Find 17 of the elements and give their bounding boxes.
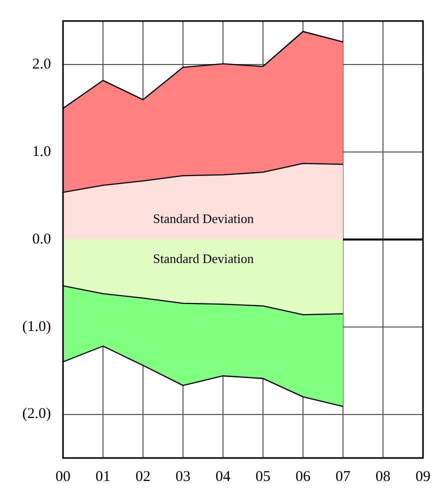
y-tick-label: (1.0) bbox=[22, 318, 51, 335]
y-tick-label: 1.0 bbox=[32, 144, 51, 160]
x-tick-label: 05 bbox=[256, 468, 270, 485]
x-tick-label: 07 bbox=[336, 468, 351, 485]
y-tick-label: 2.0 bbox=[32, 56, 51, 73]
x-tick-label: 06 bbox=[296, 468, 311, 485]
x-tick-label: 09 bbox=[416, 468, 430, 485]
annotation: Standard Deviation bbox=[153, 250, 254, 266]
y-tick-label: (2.0) bbox=[22, 406, 51, 422]
x-tick-label: 03 bbox=[176, 468, 190, 485]
x-tick-label: 04 bbox=[216, 468, 231, 485]
x-tick-label: 02 bbox=[136, 468, 150, 485]
x-tick-label: 08 bbox=[376, 468, 390, 485]
x-tick-label: 01 bbox=[96, 468, 110, 485]
x-tick-label: 00 bbox=[56, 468, 70, 485]
annotation: Standard Deviation bbox=[153, 210, 254, 226]
y-tick-label: 0.0 bbox=[32, 231, 51, 248]
